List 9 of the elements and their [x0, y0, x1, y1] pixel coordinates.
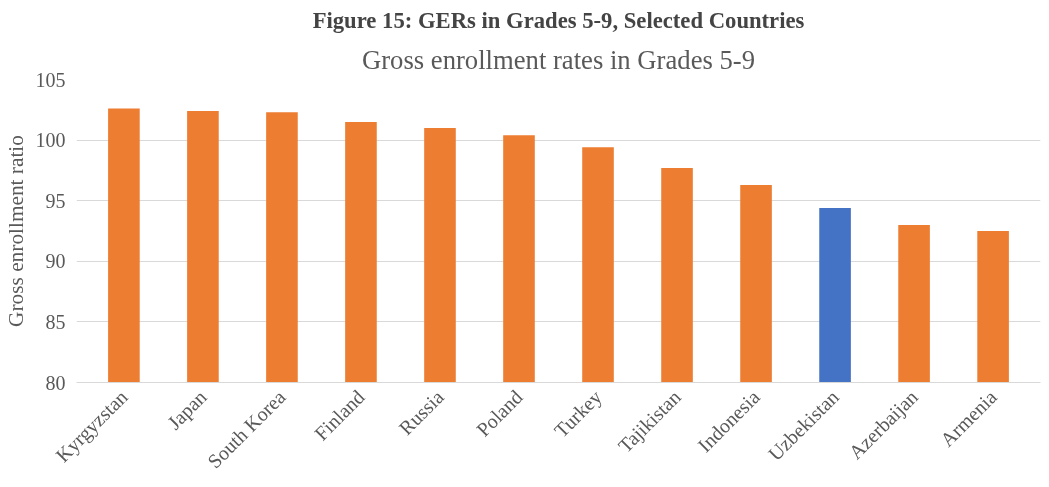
chart-title: Figure 15: GERs in Grades 5-9, Selected Countries	[312, 7, 805, 33]
y-tick-label: 95	[45, 189, 66, 212]
chart-subtitle: Gross enrollment rates in Grades 5-9	[361, 44, 756, 75]
y-tick-label: 100	[35, 129, 66, 152]
y-tick-label: 80	[45, 371, 66, 394]
y-axis-title: Gross enrollment ratio	[3, 135, 28, 327]
y-tick-label: 90	[45, 250, 66, 273]
y-tick-label: 85	[45, 310, 66, 333]
y-tick-label: 105	[35, 68, 66, 91]
